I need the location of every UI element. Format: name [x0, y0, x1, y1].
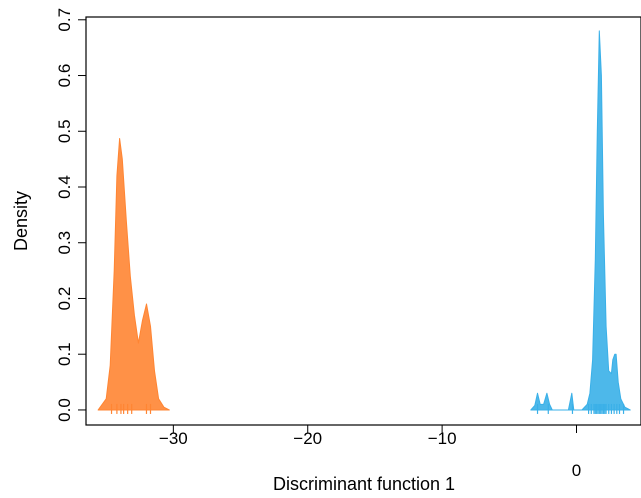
x-axis-title: Discriminant function 1	[273, 474, 455, 494]
x-axis: −30 −20 −10 0	[159, 425, 581, 480]
x-tick-label: −20	[293, 429, 322, 448]
y-tick-label: 0.5	[55, 119, 74, 143]
x-tick-label: 0	[572, 461, 581, 480]
x-tick-label: −30	[159, 429, 188, 448]
y-axis: 0.0 0.1 0.2 0.3 0.4 0.5 0.6 0.7	[55, 8, 86, 422]
x-tick-label: −10	[428, 429, 457, 448]
density-area-1	[97, 138, 170, 411]
y-tick-label: 0.4	[55, 175, 74, 199]
y-tick-label: 0.7	[55, 8, 74, 32]
density-area-2	[530, 30, 631, 411]
y-tick-label: 0.2	[55, 287, 74, 311]
y-tick-label: 0.6	[55, 64, 74, 88]
series-layer	[97, 30, 631, 411]
y-tick-label: 0.0	[55, 398, 74, 422]
y-tick-label: 0.1	[55, 342, 74, 366]
rug-layer	[110, 403, 625, 414]
y-tick-label: 0.3	[55, 231, 74, 255]
y-axis-title: Density	[11, 191, 31, 251]
plot-frame	[85, 16, 641, 426]
